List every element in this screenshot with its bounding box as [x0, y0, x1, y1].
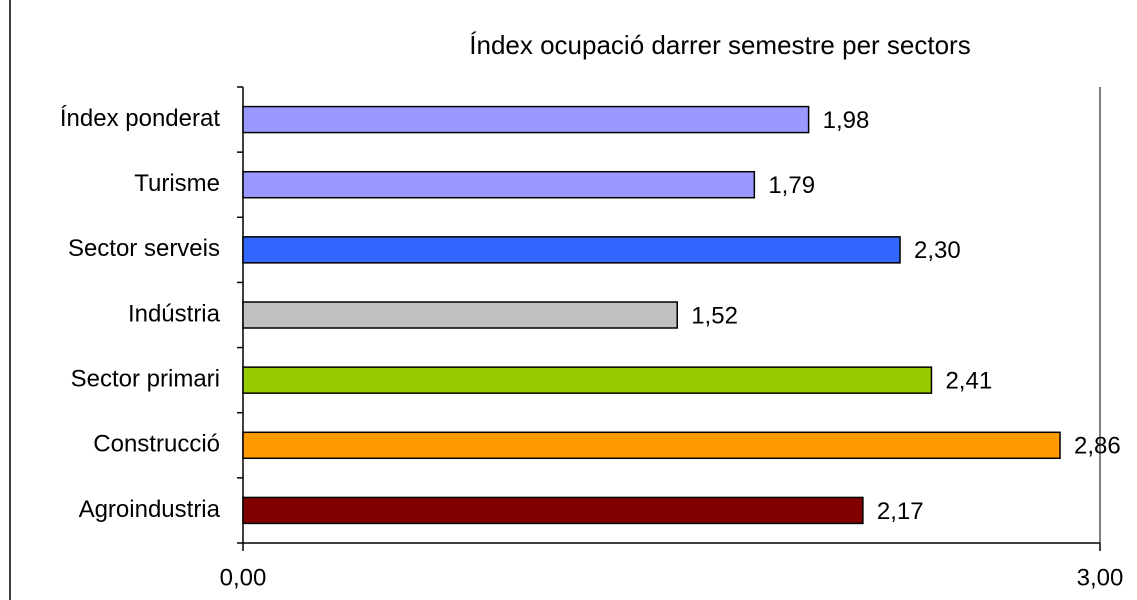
bar	[242, 236, 901, 264]
y-tick-label: Sector serveis	[68, 235, 220, 262]
value-label: 1,52	[691, 302, 738, 329]
y-tick-label: Construcció	[93, 431, 220, 458]
x-tick-label: 3,00	[1077, 564, 1124, 591]
bar	[242, 366, 933, 394]
value-label: 2,17	[877, 498, 924, 525]
y-tick-label: Turisme	[134, 170, 220, 197]
value-label: 1,98	[823, 107, 870, 134]
value-label: 2,30	[914, 237, 961, 264]
bar	[242, 431, 1061, 460]
y-tick-label: Sector primari	[71, 365, 220, 392]
bar	[242, 170, 756, 199]
y-tick-label: Índex ponderat	[60, 105, 220, 132]
bar	[242, 496, 864, 525]
chart-title: Índex ocupació darrer semestre per secto…	[469, 30, 970, 60]
value-label: 2,86	[1074, 433, 1121, 460]
x-tick-label: 0,00	[220, 564, 267, 591]
value-label: 1,79	[768, 172, 815, 199]
value-label: 2,41	[945, 367, 992, 394]
y-tick-label: Indústria	[128, 300, 221, 327]
y-tick-label: Agroindustria	[79, 496, 221, 523]
bar	[242, 301, 678, 329]
bar	[242, 105, 810, 134]
